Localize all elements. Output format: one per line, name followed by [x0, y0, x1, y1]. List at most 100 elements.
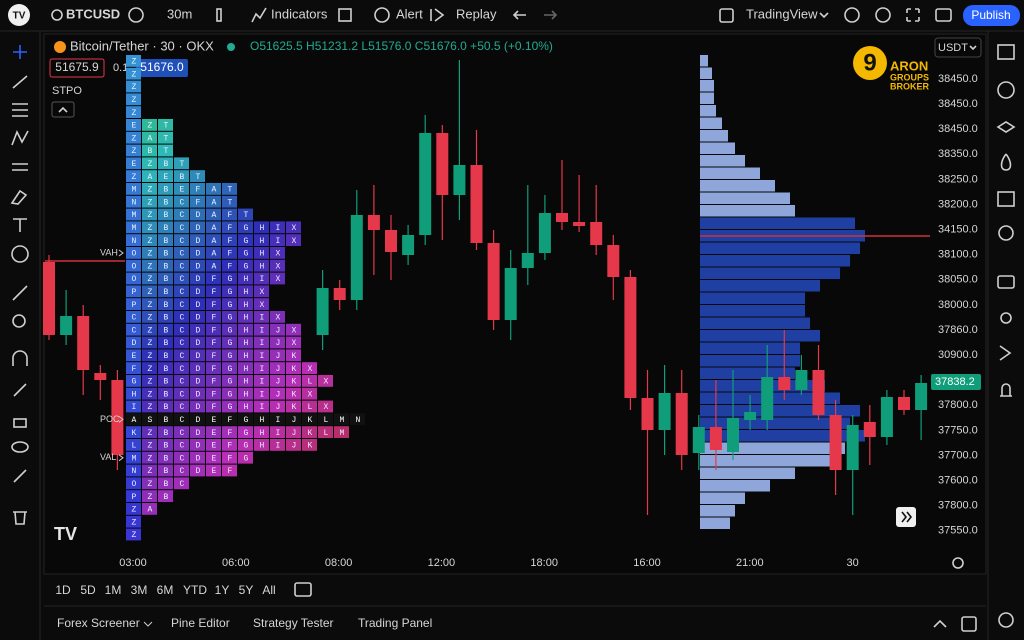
symbol[interactable]: BTCUSD	[66, 6, 120, 21]
forecast-tool[interactable]	[12, 163, 28, 171]
emoji-tool[interactable]	[11, 245, 29, 263]
delete-tool[interactable]	[13, 511, 27, 525]
tpo-cell	[142, 503, 157, 515]
magnet-tool[interactable]	[12, 350, 28, 366]
ideas-icon[interactable]	[998, 225, 1014, 241]
chat-icon[interactable]	[997, 275, 1015, 289]
tpo-cell	[174, 375, 189, 387]
brand-badge	[853, 46, 887, 80]
chart-type-icon[interactable]	[216, 8, 222, 22]
zoom-tool[interactable]	[12, 314, 26, 328]
tab-chevron[interactable]	[143, 621, 153, 627]
date-range-icon[interactable]	[294, 582, 312, 597]
replay-icon[interactable]	[430, 8, 445, 22]
crosshair-tool[interactable]	[13, 45, 27, 59]
currency[interactable]: USDT	[938, 42, 968, 54]
calendar-icon[interactable]	[997, 191, 1015, 207]
bottom-tab[interactable]: Trading Panel	[358, 616, 432, 630]
snapshot-icon[interactable]	[935, 8, 952, 22]
redo-icon[interactable]	[544, 10, 558, 20]
collapse-chevron[interactable]	[58, 106, 68, 113]
streams-icon[interactable]	[1000, 312, 1012, 324]
replay-button[interactable]: Replay	[456, 6, 497, 21]
range-button[interactable]: 1D	[55, 583, 71, 597]
buy-box[interactable]	[136, 59, 188, 77]
alert-icon[interactable]	[374, 7, 390, 23]
settings-icon[interactable]	[875, 7, 891, 23]
fullscreen-icon[interactable]	[906, 8, 920, 22]
text-tool[interactable]	[13, 218, 27, 232]
indicators-button[interactable]: Indicators	[271, 6, 328, 21]
layers-icon[interactable]	[996, 121, 1016, 133]
trendline-tool[interactable]	[12, 75, 28, 89]
tpo-cell	[126, 439, 141, 451]
notifications-icon[interactable]	[1000, 383, 1012, 397]
lock-tool[interactable]	[13, 418, 27, 428]
help-icon[interactable]	[998, 612, 1014, 628]
layout-icon[interactable]	[719, 8, 734, 23]
templates-icon[interactable]	[338, 8, 352, 22]
tpo-cell	[174, 234, 189, 246]
sell-price[interactable]: 51675.9	[55, 60, 99, 74]
tpo-cell	[270, 336, 285, 349]
undo-icon[interactable]	[512, 10, 526, 20]
tpo-cell	[126, 272, 141, 285]
tpo-cell	[206, 400, 221, 413]
tpo-cell	[254, 349, 269, 362]
indicators-icon[interactable]	[251, 7, 267, 23]
volume-bar	[700, 480, 770, 492]
replay-panel-icon[interactable]	[999, 345, 1012, 361]
tpo-row: ASBCDEFGHIJKLMN	[132, 416, 372, 425]
visibility-tool[interactable]	[11, 441, 29, 453]
hotlist-icon[interactable]	[1000, 153, 1012, 171]
range-button[interactable]: 3M	[131, 583, 148, 597]
ruler-tool[interactable]	[12, 285, 28, 301]
scroll-icon[interactable]	[901, 511, 913, 523]
range-button[interactable]: 1Y	[215, 583, 230, 597]
layout-name[interactable]: TradingView	[746, 6, 818, 21]
bottom-tab[interactable]: Forex Screener	[57, 616, 140, 630]
range-button[interactable]: 5Y	[239, 583, 254, 597]
range-button[interactable]: All	[262, 583, 275, 597]
price-label: 38450.0	[938, 123, 978, 135]
range-button[interactable]: 1M	[105, 583, 122, 597]
pattern-tool[interactable]	[11, 130, 29, 146]
buy-price[interactable]: 51676.0	[140, 60, 184, 74]
price-label: 34150.0	[938, 224, 978, 236]
range-button[interactable]: YTD	[183, 583, 207, 597]
bottom-tab[interactable]: Pine Editor	[171, 616, 230, 630]
app-logo[interactable]	[8, 4, 30, 26]
watchlist-icon[interactable]	[997, 44, 1015, 60]
publish-label[interactable]: Publish	[971, 8, 1010, 22]
tpo-cell	[270, 426, 285, 438]
bottom-tab[interactable]: Strategy Tester	[253, 616, 333, 630]
link-tool[interactable]	[13, 469, 27, 483]
search-icon[interactable]	[51, 9, 63, 21]
candle-body	[863, 422, 876, 437]
alerts-icon[interactable]	[997, 81, 1015, 99]
collapse-button[interactable]	[51, 101, 75, 118]
layout-chevron[interactable]	[819, 12, 829, 19]
tpo-cell	[238, 234, 253, 246]
currency-select[interactable]	[934, 37, 982, 58]
fib-tool[interactable]	[12, 103, 28, 117]
range-button[interactable]: 6M	[157, 583, 174, 597]
tpo-level-label: VAL	[100, 452, 116, 462]
tpo-cell	[190, 400, 205, 413]
alert-button[interactable]: Alert	[396, 6, 423, 21]
interval[interactable]: 30m	[167, 6, 192, 21]
panel-maximize[interactable]	[961, 616, 977, 632]
draw-mode-tool[interactable]	[13, 383, 27, 397]
currency-chevron[interactable]	[969, 45, 977, 51]
panel-expand[interactable]	[933, 619, 947, 628]
compare-icon[interactable]	[128, 7, 144, 23]
sell-box[interactable]	[49, 58, 105, 78]
range-button[interactable]: 5D	[80, 583, 96, 597]
tpo-row: GZBCDFGHIJKLX	[132, 378, 340, 387]
brush-tool[interactable]	[10, 189, 28, 205]
axis-settings[interactable]	[952, 557, 964, 569]
tpo-cell	[254, 221, 269, 234]
tpo-cell	[142, 362, 157, 374]
quick-search-icon[interactable]	[844, 7, 860, 23]
publish-button[interactable]	[963, 5, 1020, 26]
